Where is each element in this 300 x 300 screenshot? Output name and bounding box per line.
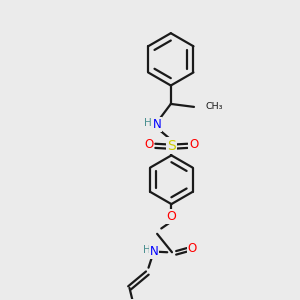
Text: H: H bbox=[144, 118, 152, 128]
Text: N: N bbox=[150, 245, 158, 258]
Text: N: N bbox=[152, 118, 161, 130]
Text: CH₃: CH₃ bbox=[205, 102, 223, 111]
Text: O: O bbox=[188, 242, 197, 255]
Text: H: H bbox=[143, 245, 151, 256]
Text: S: S bbox=[167, 139, 176, 152]
Text: O: O bbox=[189, 138, 199, 152]
Text: O: O bbox=[167, 210, 176, 223]
Text: O: O bbox=[144, 138, 153, 152]
